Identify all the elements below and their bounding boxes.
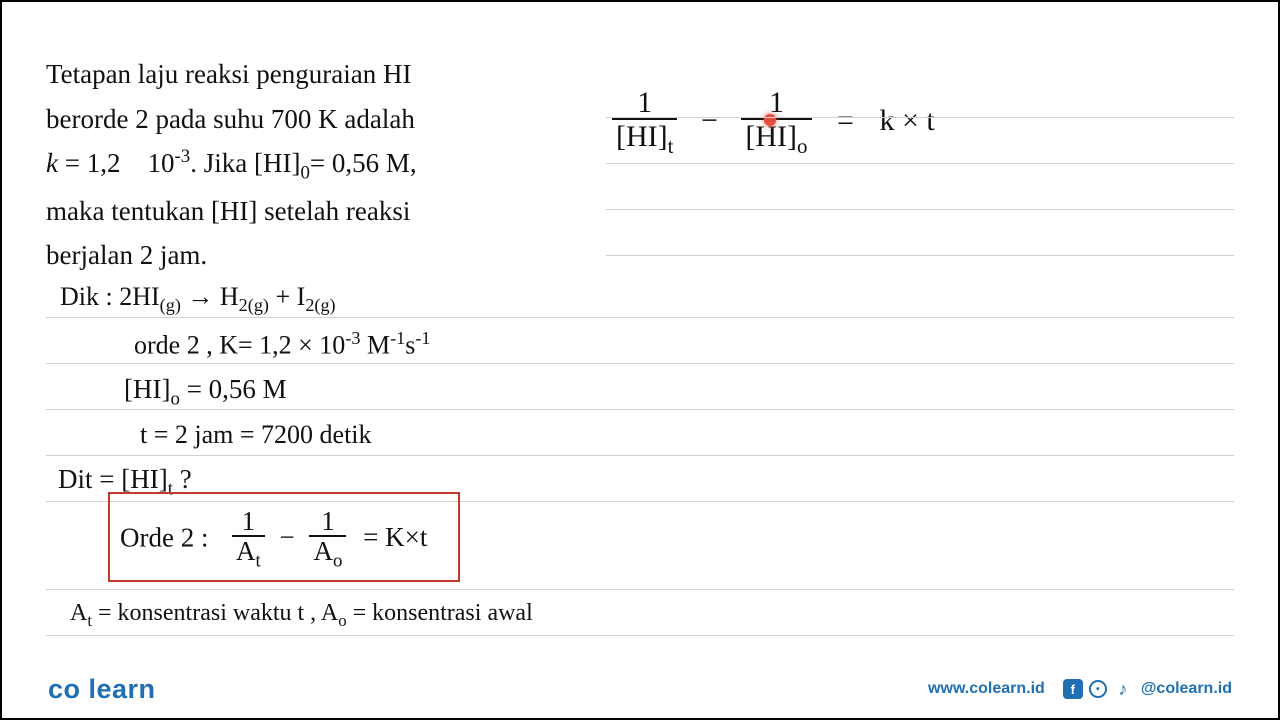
problem-text: Tetapan laju reaksi penguraian HI berord…	[46, 52, 536, 278]
hw-orde-line: orde 2 , K= 1,2 × 10-3 M-1s-1	[134, 328, 431, 361]
footer: colearn www.colearn.id f • ♪ @colearn.id	[2, 674, 1278, 704]
box-minus: −	[279, 522, 294, 552]
hw-t-line: t = 2 jam = 7200 detik	[140, 420, 372, 450]
numerator: 1	[741, 88, 811, 120]
exponent: -3	[174, 146, 190, 167]
hw-hi0-line: [HI]o = 0,56 M	[124, 374, 287, 410]
rule	[46, 635, 1234, 636]
facebook-icon: f	[1063, 679, 1083, 699]
rule	[46, 317, 1234, 318]
logo-part-2: learn	[89, 674, 156, 704]
box-eq: = K×t	[363, 522, 427, 552]
text: . Jika [HI]	[190, 148, 300, 178]
footer-right: www.colearn.id f • ♪ @colearn.id	[928, 679, 1232, 699]
text: 10	[147, 148, 174, 178]
box-frac-2: 1 Ao	[309, 508, 346, 572]
rule	[606, 163, 1234, 164]
problem-line-1: Tetapan laju reaksi penguraian HI	[46, 52, 536, 97]
hw-dik-line: Dik : 2HI(g) → H2(g) + I2(g)	[60, 282, 336, 316]
social-handle: @colearn.id	[1141, 680, 1232, 698]
rule	[606, 117, 1234, 118]
hw-box-content: Orde 2 : 1 At − 1 Ao = K×t	[120, 508, 427, 572]
problem-line-2: berorde 2 pada suhu 700 K adalah	[46, 97, 536, 142]
subscript: 0	[300, 162, 309, 183]
hw-legend-line: At = konsentrasi waktu t , Ao = konsentr…	[70, 600, 533, 631]
rule	[46, 589, 1234, 590]
rule	[606, 255, 1234, 256]
rule	[606, 209, 1234, 210]
text: = 0,56 M,	[310, 148, 417, 178]
problem-line-4: maka tentukan [HI] setelah reaksi	[46, 189, 536, 234]
page: Tetapan laju reaksi penguraian HI berord…	[0, 0, 1280, 720]
brand-logo: colearn	[48, 674, 156, 705]
social-icons: f • ♪ @colearn.id	[1063, 679, 1232, 699]
footer-url: www.colearn.id	[928, 680, 1045, 698]
box-label: Orde 2 :	[120, 522, 208, 552]
logo-part-1: co	[48, 674, 81, 704]
instagram-icon: •	[1089, 680, 1107, 698]
text: = 1,2	[58, 148, 147, 178]
content-area: Tetapan laju reaksi penguraian HI berord…	[46, 52, 1234, 658]
tiktok-icon: ♪	[1113, 679, 1133, 699]
numerator: 1	[612, 88, 677, 120]
problem-line-3: k = 1,2 10-3. Jika [HI]0= 0,56 M,	[46, 141, 536, 189]
box-frac-1: 1 At	[232, 508, 265, 572]
rule	[46, 363, 1234, 364]
problem-line-5: berjalan 2 jam.	[46, 233, 536, 278]
var-k: k	[46, 148, 58, 178]
rule	[46, 455, 1234, 456]
